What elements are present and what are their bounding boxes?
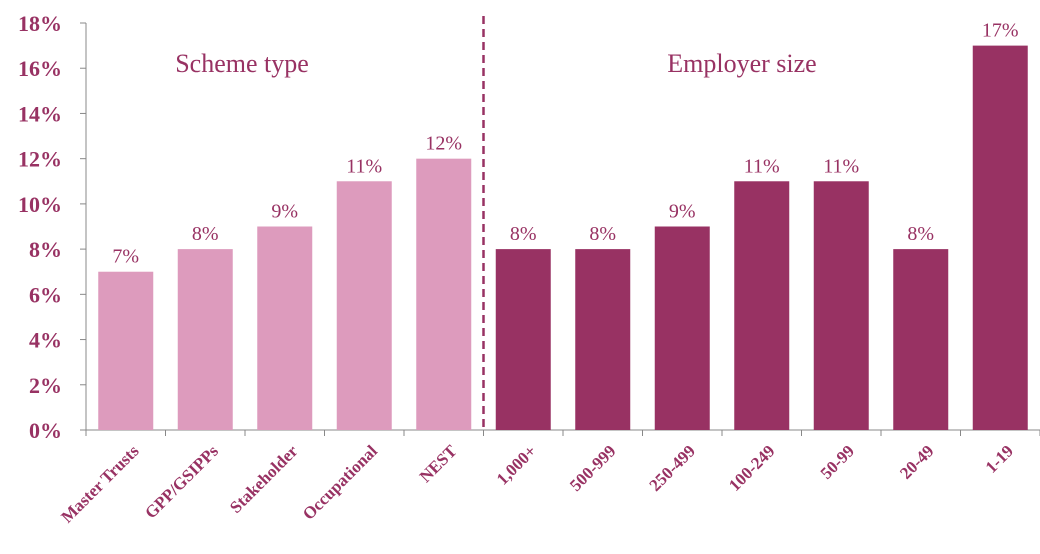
x-tick-label: 250-499 <box>646 441 700 495</box>
x-tick-label: 100-249 <box>725 441 779 495</box>
y-tick-label: 4% <box>29 328 62 353</box>
bar-stakeholder <box>257 226 313 430</box>
data-label: 9% <box>271 201 298 223</box>
bar-250-499 <box>654 226 710 430</box>
data-label: 7% <box>112 246 139 268</box>
y-tick-label: 12% <box>18 147 62 172</box>
y-tick-label: 16% <box>18 56 62 81</box>
bar-1-19 <box>972 45 1028 430</box>
y-tick-label: 8% <box>29 237 62 262</box>
bar-50-99 <box>813 181 869 430</box>
data-label: 8% <box>907 223 934 245</box>
x-tick-label: 500-999 <box>566 441 620 495</box>
bar-master-trusts <box>98 271 154 430</box>
bar-gpp-gsipps <box>177 249 233 430</box>
x-tick-label: 1-19 <box>982 441 1017 476</box>
data-label: 11% <box>823 155 859 177</box>
y-tick-label: 0% <box>29 418 62 443</box>
data-label: 17% <box>982 20 1019 42</box>
x-tick-label: NEST <box>416 441 461 486</box>
bar-20-49 <box>893 249 949 430</box>
x-tick-label: 50-99 <box>817 441 858 482</box>
y-tick-label: 2% <box>29 373 62 398</box>
y-tick-label: 10% <box>18 192 62 217</box>
x-tick-label: Occupational <box>299 441 381 523</box>
bar-500-999 <box>575 249 631 430</box>
group-label: Employer size <box>667 49 816 78</box>
data-label: 8% <box>192 223 219 245</box>
y-tick-label: 6% <box>29 282 62 307</box>
x-tick-label: 20-49 <box>896 441 937 482</box>
bar-1-000- <box>495 249 551 430</box>
data-label: 11% <box>744 155 780 177</box>
x-tick-label: Stakeholder <box>226 441 302 517</box>
group-label: Scheme type <box>175 49 309 78</box>
data-label: 8% <box>589 223 616 245</box>
x-tick-label: 1,000+ <box>493 441 540 488</box>
x-tick-label: Master Trusts <box>57 441 142 526</box>
y-tick-label: 14% <box>18 101 62 126</box>
y-tick-label: 18% <box>18 11 62 36</box>
bar-occupational <box>336 181 392 430</box>
data-label: 12% <box>425 133 462 155</box>
data-label: 8% <box>510 223 537 245</box>
data-label: 9% <box>669 201 696 223</box>
bar-nest <box>416 158 472 430</box>
data-label: 11% <box>346 155 382 177</box>
bar-100-249 <box>734 181 790 430</box>
x-tick-label: GPP/GSIPPs <box>141 441 222 522</box>
